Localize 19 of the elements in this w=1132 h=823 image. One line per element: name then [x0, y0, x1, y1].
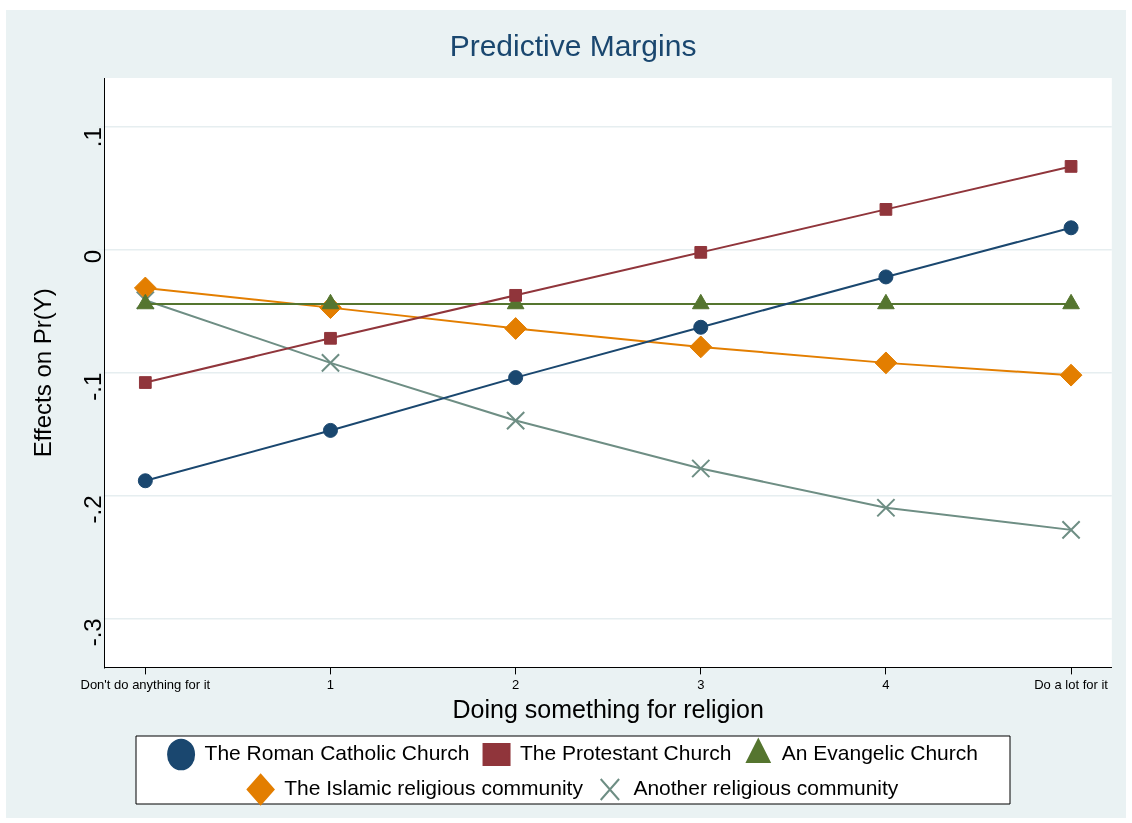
legend-label: The Roman Catholic Church	[204, 741, 470, 765]
x-tick-label: 2	[512, 676, 520, 692]
y-tick-label: -.2	[79, 495, 107, 524]
y-tick-label: 0	[79, 249, 107, 264]
x-tick-label: Do a lot for it	[1034, 676, 1109, 692]
chart-title: Predictive Margins	[449, 29, 697, 63]
legend-label: The Islamic religious community	[284, 776, 584, 800]
legend-label: An Evangelic Church	[781, 741, 978, 765]
x-tick-label: 4	[882, 676, 890, 692]
y-tick-label: -.1	[79, 372, 107, 401]
x-tick-label: Don't do anything for it	[80, 676, 211, 692]
x-axis-title: Doing something for religion	[452, 694, 764, 723]
legend-label: The Protestant Church	[520, 741, 732, 765]
y-tick-label: -.3	[79, 618, 107, 647]
y-axis-title: Effects on Pr(Y)	[29, 288, 57, 458]
x-tick-label: 1	[326, 676, 335, 692]
x-tick-label: 3	[697, 676, 705, 692]
legend-label: Another religious community	[633, 776, 899, 800]
y-tick-label: .1	[79, 127, 107, 148]
